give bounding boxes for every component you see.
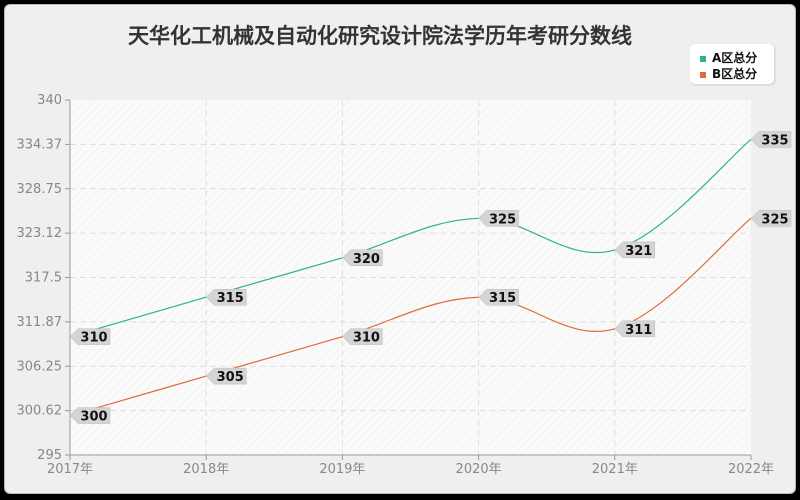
- grid-lines: [70, 100, 751, 455]
- svg-text:300: 300: [80, 410, 107, 425]
- y-tick-label: 328.75: [17, 182, 63, 197]
- legend-swatch-b-icon: [700, 71, 706, 78]
- series-line: [69, 138, 752, 338]
- svg-text:305: 305: [217, 370, 244, 385]
- y-tick-label: 311.87: [17, 315, 63, 330]
- y-tick-label: 300.62: [17, 404, 63, 419]
- legend: A区总分 B区总分: [690, 44, 774, 84]
- svg-text:310: 310: [80, 331, 107, 346]
- data-label: 321: [614, 241, 656, 259]
- svg-text:320: 320: [353, 252, 380, 267]
- x-tick-label: 2022年: [728, 462, 774, 477]
- legend-label-a: A区总分: [712, 51, 758, 65]
- svg-text:321: 321: [625, 244, 652, 259]
- data-label: 310: [342, 328, 383, 346]
- svg-text:315: 315: [489, 291, 516, 306]
- data-label: 335: [750, 131, 792, 148]
- x-tick-label: 2021年: [592, 462, 638, 477]
- series-lines: [69, 138, 752, 417]
- y-tick-label: 295: [37, 448, 62, 463]
- svg-text:335: 335: [761, 133, 788, 148]
- legend-item-b[interactable]: B区总分: [700, 65, 757, 82]
- data-label: 305: [205, 367, 247, 385]
- axes: 340 334.37 328.75 323.12 317.5 311.87 306.25 30…: [17, 93, 775, 477]
- legend-item-a[interactable]: A区总分: [700, 49, 757, 66]
- data-label: 315: [478, 288, 519, 306]
- y-tick-label: 306.25: [17, 359, 63, 374]
- x-tick-label: 2020年: [456, 462, 502, 477]
- y-tick-label: 334.37: [17, 137, 63, 152]
- data-labels: 310 315 320 325 321 335 300 305 310 315 311 325: [69, 131, 792, 425]
- svg-text:311: 311: [625, 323, 652, 338]
- svg-text:325: 325: [761, 212, 788, 227]
- y-tick-label: 340: [37, 93, 62, 108]
- svg-text:315: 315: [217, 291, 244, 306]
- legend-swatch-a-icon: [700, 55, 706, 62]
- data-label: 325: [750, 210, 792, 227]
- chart-title: 天华化工机械及自动化研究设计院法学历年考研分数线: [128, 24, 632, 48]
- y-tick-label: 323.12: [17, 226, 63, 241]
- data-label: 320: [342, 249, 383, 267]
- svg-text:325: 325: [489, 212, 516, 227]
- y-tick-label: 317.5: [25, 271, 62, 286]
- data-label: 310: [69, 328, 111, 346]
- x-tick-label: 2017年: [47, 462, 93, 477]
- series-line: [69, 217, 752, 417]
- data-label: 311: [614, 320, 656, 338]
- x-tick-label: 2018年: [183, 462, 229, 477]
- legend-label-b: B区总分: [712, 67, 758, 81]
- data-label: 315: [205, 288, 247, 306]
- svg-text:310: 310: [353, 331, 380, 346]
- data-label: 300: [69, 407, 111, 425]
- data-label: 325: [478, 210, 519, 227]
- x-tick-label: 2019年: [319, 462, 365, 477]
